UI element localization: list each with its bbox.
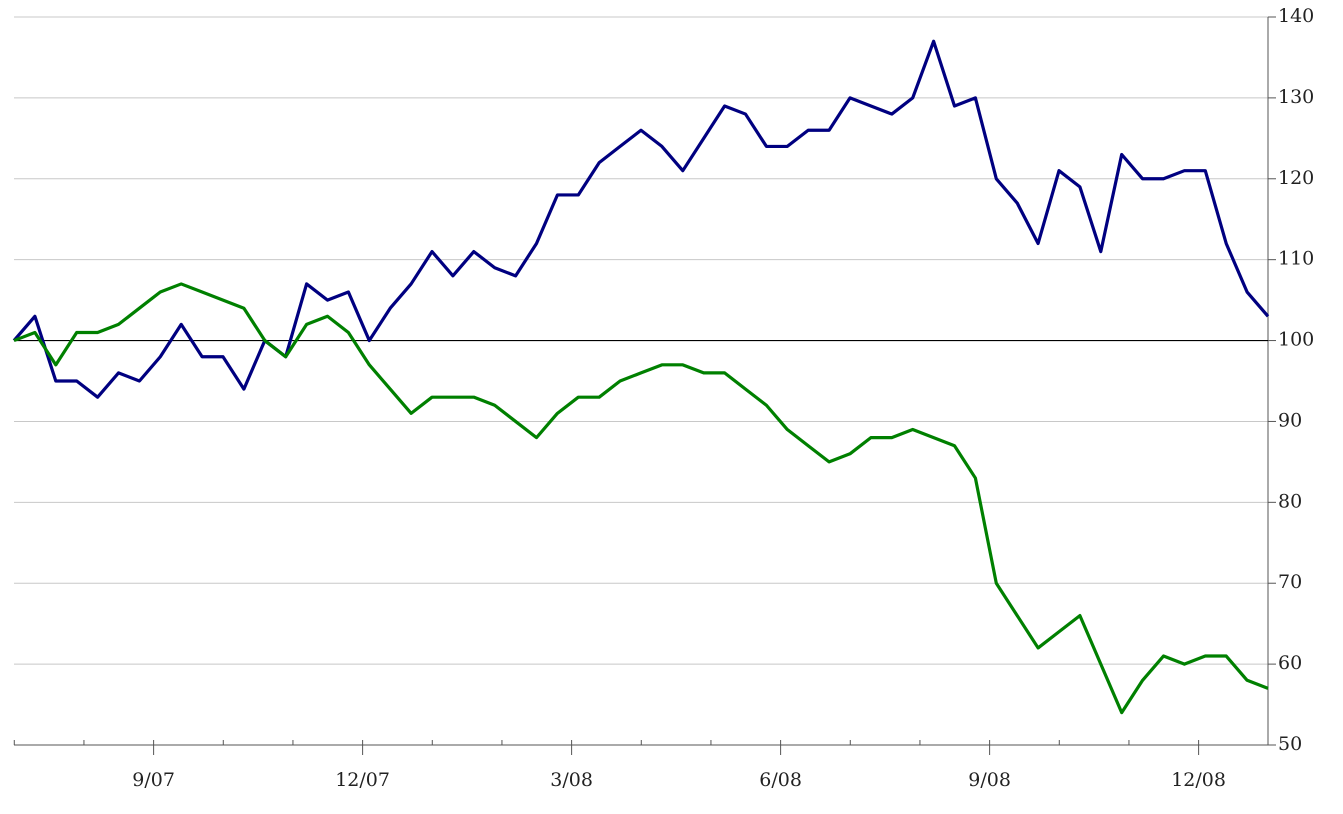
series-line xyxy=(12,39,1270,399)
y-tick-label: 80 xyxy=(1278,490,1302,512)
x-tick-label: 12/08 xyxy=(1171,769,1226,791)
y-tick-label: 100 xyxy=(1278,329,1314,351)
x-tick-label: 12/07 xyxy=(335,769,390,791)
y-tick-label: 50 xyxy=(1278,733,1302,755)
series-line xyxy=(13,282,1269,715)
y-tick-label: 130 xyxy=(1278,86,1314,108)
y-tick-label: 140 xyxy=(1278,5,1314,27)
x-tick-label: 9/07 xyxy=(132,769,175,791)
y-tick-label: 60 xyxy=(1278,652,1302,674)
y-tick-label: 120 xyxy=(1278,167,1314,189)
x-tick-label: 6/08 xyxy=(759,769,802,791)
x-tick-label: 9/08 xyxy=(968,769,1011,791)
y-tick-label: 110 xyxy=(1278,248,1314,270)
y-tick-label: 70 xyxy=(1278,571,1302,593)
y-tick-label: 90 xyxy=(1278,409,1302,431)
x-tick-label: 3/08 xyxy=(550,769,593,791)
